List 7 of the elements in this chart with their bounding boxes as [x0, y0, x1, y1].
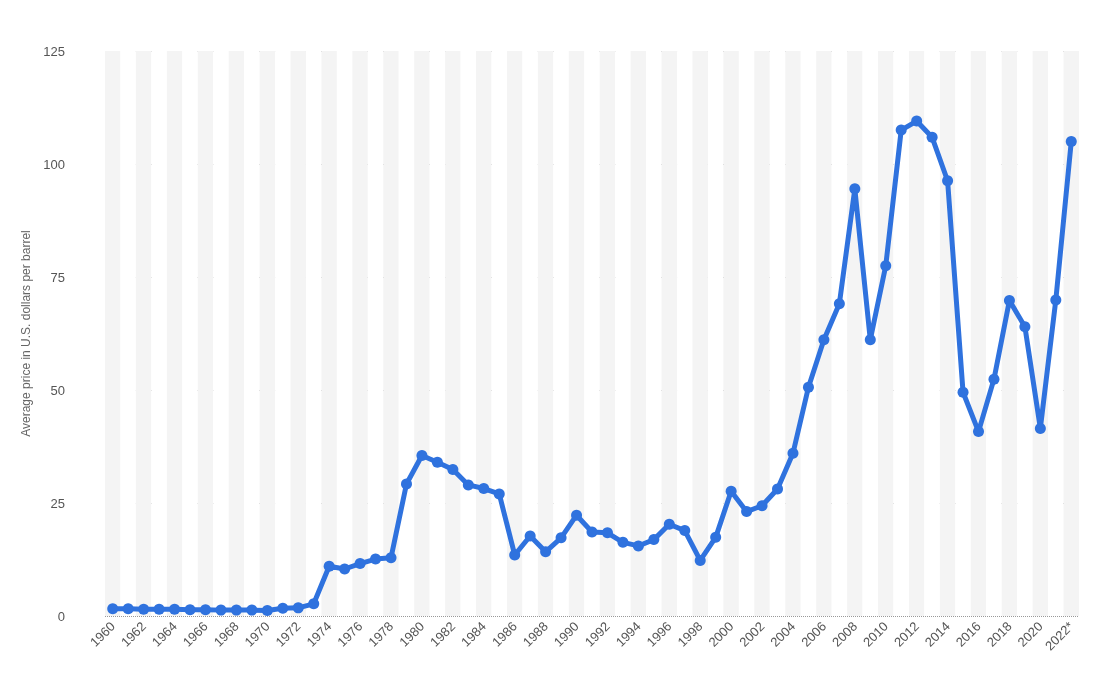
y-tick-label: 0	[57, 608, 65, 624]
y-tick-label: 100	[43, 156, 65, 172]
y-axis-title: Average price in U.S. dollars per barrel	[19, 230, 34, 437]
y-tick-label: 125	[43, 43, 65, 59]
y-tick-label: 75	[50, 269, 65, 285]
y-tick-label: 25	[50, 495, 65, 511]
y-tick-label: 50	[50, 382, 65, 398]
